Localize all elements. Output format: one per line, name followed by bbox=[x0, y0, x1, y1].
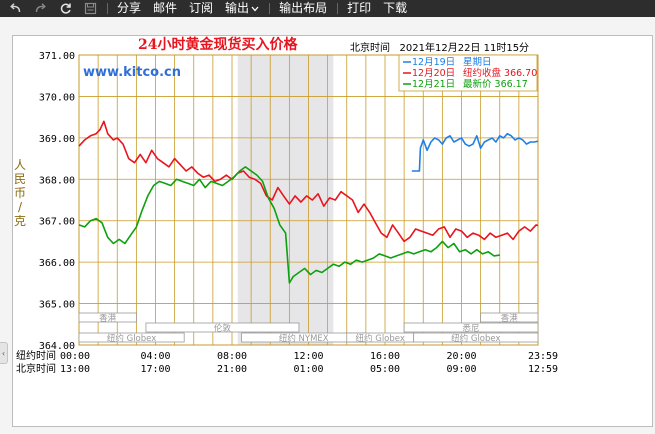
share-button[interactable]: 分享 bbox=[117, 1, 142, 15]
market-session-label: 香港 bbox=[501, 313, 519, 324]
chart-title: 24小时黄金现货买入价格 bbox=[138, 36, 298, 53]
legend-date: 12月21日 bbox=[412, 79, 455, 90]
refresh-icon[interactable] bbox=[59, 2, 72, 15]
toolbar-divider bbox=[337, 3, 339, 14]
x-tick-label-newyork: 00:00 bbox=[60, 351, 90, 362]
document-page: www.kitco.cn 24小时黄金现货买入价格 北京时间 2021年12月2… bbox=[12, 35, 653, 427]
price-series-line bbox=[411, 132, 539, 172]
market-session-label: 纽约 Globex bbox=[356, 333, 405, 344]
download-button[interactable]: 下载 bbox=[383, 1, 408, 15]
x-tick-label-newyork: 04:00 bbox=[140, 351, 170, 362]
legend-label: 最新价 366.17 bbox=[463, 78, 528, 90]
gold-price-chart: www.kitco.cn 24小时黄金现货买入价格 北京时间 2021年12月2… bbox=[14, 36, 558, 375]
market-session-bar bbox=[413, 332, 539, 343]
price-series-line bbox=[78, 166, 500, 284]
x-tick-label-newyork: 08:00 bbox=[217, 351, 247, 362]
x-tick-label-beijing: 17:00 bbox=[140, 364, 170, 375]
toolbar-divider bbox=[107, 3, 108, 14]
y-axis-label: 人民币/克 bbox=[14, 158, 26, 228]
legend-date: 12月19日 bbox=[412, 57, 455, 68]
chevron-left-icon[interactable]: ‹ bbox=[1, 348, 6, 358]
y-tick-label: 369.00 bbox=[39, 134, 75, 145]
market-session-bar bbox=[145, 322, 300, 333]
y-axis-label-char: 币 bbox=[14, 186, 26, 200]
mail-button[interactable]: 邮件 bbox=[153, 1, 178, 15]
y-tick-label: 370.00 bbox=[39, 92, 75, 103]
market-session-label: 纽约 NYMEX bbox=[279, 333, 329, 344]
x-tick-label-beijing: 01:00 bbox=[293, 364, 323, 375]
export-menu[interactable]: 输出 bbox=[225, 0, 259, 17]
y-axis-label-char: 人 bbox=[14, 158, 26, 172]
export-button[interactable]: 输出 bbox=[225, 1, 250, 15]
chart-watermark: www.kitco.cn bbox=[83, 65, 181, 80]
y-tick-label: 365.00 bbox=[39, 300, 75, 311]
x-tick-label-newyork: 20:00 bbox=[446, 351, 476, 362]
x-tick-label-beijing: 12:59 bbox=[528, 364, 558, 375]
y-axis-label-char: / bbox=[18, 200, 23, 214]
y-axis-label-char: 克 bbox=[14, 214, 26, 228]
market-session-bar bbox=[480, 312, 539, 323]
x-tick-label-beijing: 05:00 bbox=[370, 364, 400, 375]
y-tick-label: 368.00 bbox=[39, 175, 75, 186]
legend-label: 纽约收盘 366.70 bbox=[463, 67, 537, 79]
x-tick-label-newyork: 16:00 bbox=[370, 351, 400, 362]
subscribe-button[interactable]: 订阅 bbox=[189, 1, 214, 15]
legend-date: 12月20日 bbox=[412, 68, 455, 79]
export-layout-button[interactable]: 输出布局 bbox=[279, 1, 328, 15]
y-tick-label: 367.00 bbox=[39, 217, 75, 228]
y-tick-label: 371.00 bbox=[39, 51, 75, 62]
toolbar-divider bbox=[269, 3, 271, 14]
undo-icon[interactable] bbox=[9, 2, 22, 15]
legend-box bbox=[398, 54, 538, 92]
x-tick-label-newyork: 12:00 bbox=[293, 351, 323, 362]
side-panel-toggle[interactable]: ‹ bbox=[0, 342, 8, 364]
top-toolbar: 分享 邮件 订阅 输出 输出布局 打印 下载 bbox=[0, 0, 655, 17]
market-session-bar bbox=[403, 322, 539, 333]
save-icon[interactable] bbox=[84, 2, 97, 15]
x-tick-label-beijing: 13:00 bbox=[60, 364, 90, 375]
chevron-down-icon[interactable] bbox=[251, 2, 259, 15]
market-session-label: 伦敦 bbox=[214, 323, 232, 334]
y-axis-label-char: 民 bbox=[14, 172, 26, 186]
market-session-bar bbox=[78, 332, 185, 343]
plot-frame bbox=[78, 54, 539, 346]
x-tick-label-beijing: 21:00 bbox=[217, 364, 247, 375]
market-session-label: 纽约 Globex bbox=[107, 333, 156, 344]
y-tick-label: 364.00 bbox=[39, 341, 75, 352]
legend-label: 星期日 bbox=[463, 57, 492, 68]
market-session-bar bbox=[78, 312, 137, 323]
market-session-label: 纽约 Globex bbox=[451, 333, 500, 344]
x-tick-label-beijing: 09:00 bbox=[446, 364, 476, 375]
price-series-line bbox=[78, 120, 539, 243]
market-session-label: 悉尼 bbox=[463, 323, 480, 334]
y-tick-label: 366.00 bbox=[39, 258, 75, 269]
redo-icon[interactable] bbox=[34, 2, 47, 15]
chart-timestamp: 北京时间 2021年12月22日 11时15分 bbox=[350, 41, 529, 54]
x-tick-label-newyork: 23:59 bbox=[528, 351, 558, 362]
print-button[interactable]: 打印 bbox=[347, 1, 372, 15]
market-session-label: 香港 bbox=[99, 313, 117, 324]
x-axis-label-newyork: 纽约时间 bbox=[16, 349, 56, 362]
x-axis-label-beijing: 北京时间 bbox=[16, 362, 56, 375]
